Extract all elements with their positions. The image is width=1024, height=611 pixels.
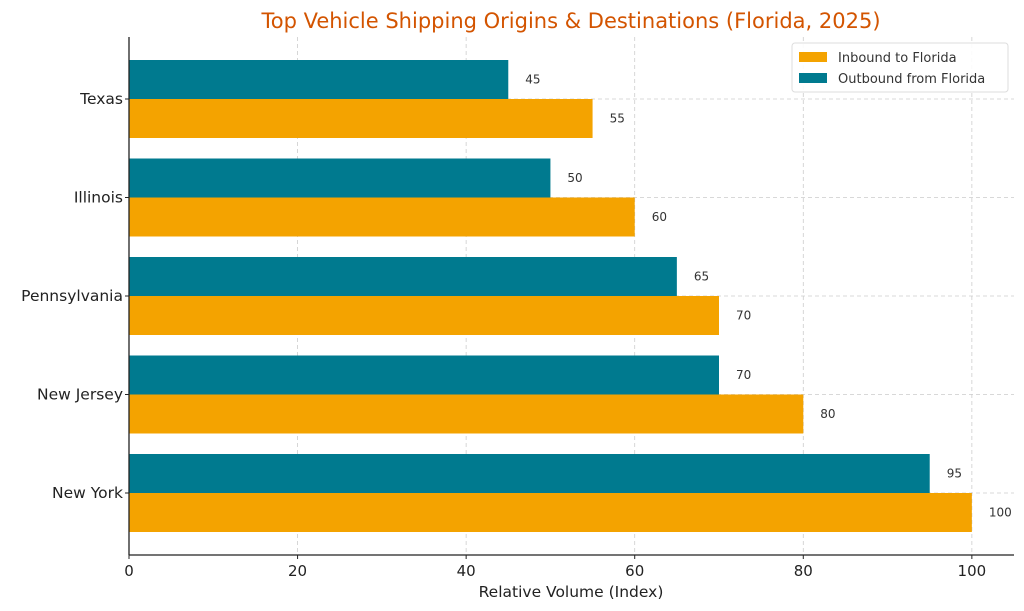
data-label: 65 bbox=[694, 270, 709, 284]
bar-outbound bbox=[129, 60, 509, 99]
x-tick-label: 100 bbox=[958, 562, 987, 580]
bar-inbound bbox=[129, 197, 635, 237]
bar-inbound bbox=[129, 493, 972, 532]
chart-title: Top Vehicle Shipping Origins & Destinati… bbox=[260, 9, 880, 33]
data-label: 100 bbox=[989, 506, 1012, 520]
data-label: 70 bbox=[736, 309, 751, 323]
bar-inbound bbox=[129, 296, 719, 335]
data-label: 50 bbox=[567, 171, 582, 185]
data-label: 70 bbox=[736, 368, 751, 382]
y-tick-label: Illinois bbox=[74, 189, 123, 207]
data-label: 80 bbox=[820, 407, 835, 421]
bar-outbound bbox=[129, 355, 719, 395]
legend-box bbox=[791, 42, 1009, 93]
y-tick-label: Texas bbox=[79, 90, 123, 108]
bar-inbound bbox=[129, 99, 593, 138]
x-axis-label: Relative Volume (Index) bbox=[479, 583, 664, 601]
y-axis-ticks: New York New Jersey Pennsylvania Illinois Te… bbox=[21, 90, 129, 502]
data-label: 45 bbox=[525, 73, 540, 87]
x-tick-label: 40 bbox=[457, 562, 476, 580]
bar-outbound bbox=[129, 158, 551, 198]
legend-swatch-outbound bbox=[799, 73, 827, 83]
legend-label-inbound: Inbound to Florida bbox=[838, 51, 957, 66]
legend-label-outbound: Outbound from Florida bbox=[838, 72, 985, 87]
data-label: 60 bbox=[652, 210, 667, 224]
x-tick-label: 20 bbox=[288, 562, 307, 580]
x-tick-label: 80 bbox=[794, 562, 813, 580]
data-label: 55 bbox=[610, 112, 625, 126]
x-axis-ticks: 0 20 40 60 80 100 bbox=[124, 555, 986, 580]
legend: Inbound to Florida Outbound from Florida bbox=[791, 42, 1009, 93]
y-tick-label: New Jersey bbox=[37, 386, 123, 404]
legend-swatch-inbound bbox=[799, 52, 827, 62]
y-tick-label: Pennsylvania bbox=[21, 287, 123, 305]
x-tick-label: 0 bbox=[124, 562, 134, 580]
y-tick-label: New York bbox=[52, 484, 123, 502]
bar-outbound bbox=[129, 454, 930, 493]
data-label: 95 bbox=[947, 467, 962, 481]
bar-inbound bbox=[129, 394, 804, 434]
bar-outbound bbox=[129, 257, 677, 296]
x-tick-label: 60 bbox=[625, 562, 644, 580]
bars: 100 95 80 70 70 65 60 50 55 45 bbox=[129, 60, 1012, 532]
